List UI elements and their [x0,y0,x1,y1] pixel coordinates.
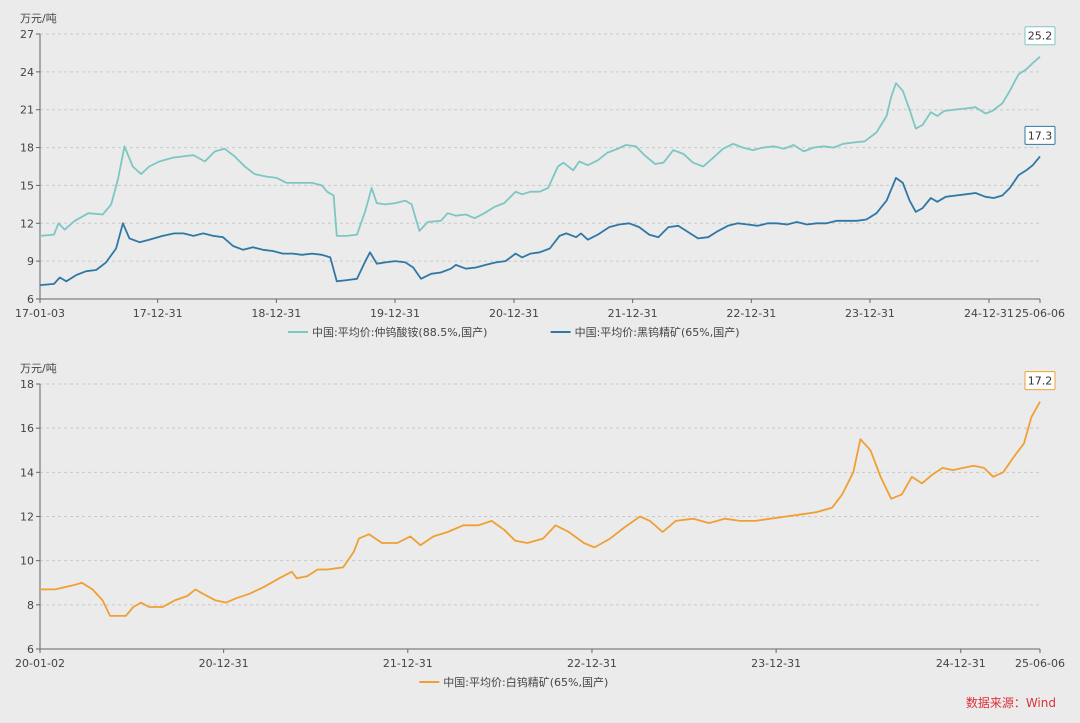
y-tick-label: 12 [20,217,34,230]
y-tick-label: 18 [20,378,34,391]
legend-label-1: 中国:平均价:白钨精矿(65%,国产) [443,675,608,689]
legend: 中国:平均价:白钨精矿(65%,国产) [419,675,608,689]
legend: 中国:平均价:仲钨酸铵(88.5%,国产) 中国:平均价:黑钨精矿(65%,国产) [288,325,740,339]
series-line-1 [39,56,1041,237]
x-tick-label: 22-12-31 [567,657,617,670]
x-tick-label: 17-01-03 [15,307,65,320]
y-axis-unit: 万元/吨 [20,12,57,25]
x-tick-label: 23-12-31 [751,657,801,670]
x-tick-label: 21-12-31 [383,657,433,670]
end-value-box [1024,371,1056,391]
series-line-1 [40,401,1041,617]
y-tick-label: 18 [20,142,34,155]
legend-label-2: 中国:平均价:黑钨精矿(65%,国产) [575,325,740,339]
x-tick-label: 20-12-31 [489,307,539,320]
y-tick-label: 8 [27,599,34,612]
series-line-2 [39,155,1041,286]
y-tick-label: 10 [20,555,34,568]
y-tick-label: 14 [20,466,34,479]
x-tick-label: 21-12-31 [608,307,658,320]
y-tick-label: 27 [20,28,34,41]
data-source-note: 数据来源：Wind [965,696,1056,710]
end-value-box [1024,26,1056,46]
x-tick-label: 19-12-31 [370,307,420,320]
end-value-label: 25.2 [1028,30,1053,43]
x-tick-label: 20-01-02 [15,657,65,670]
x-tick-label: 20-12-31 [199,657,249,670]
y-tick-label: 24 [20,66,34,79]
y-tick-label: 6 [27,293,34,306]
x-tick-label: 18-12-31 [251,307,301,320]
y-tick-label: 16 [20,422,34,435]
y-axis-unit: 万元/吨 [20,362,57,375]
y-tick-label: 12 [20,511,34,524]
end-value-label: 17.3 [1028,129,1053,142]
x-tick-label: 24-12-31 [964,307,1014,320]
y-tick-label: 9 [27,255,34,268]
y-tick-label: 15 [20,179,34,192]
x-tick-label: 17-12-31 [133,307,183,320]
x-tick-label: 23-12-31 [845,307,895,320]
chart-2: 万元/吨 6 8 10 12 14 16 18 20-01-02 20-12-31 21-12-31… [15,362,1065,689]
x-tick-label: 25-06-06 [1015,657,1065,670]
y-tick-label: 21 [20,104,34,117]
chart-1: 万元/吨 6 9 12 15 18 21 24 27 17-01-03 17-12-31 18-12-… [15,12,1065,339]
end-value-box [1024,125,1056,145]
x-tick-label: 24-12-31 [936,657,986,670]
x-tick-label: 22-12-31 [726,307,776,320]
x-tick-label: 25-06-06 [1015,307,1065,320]
end-value-label: 17.2 [1028,375,1053,388]
legend-label-1: 中国:平均价:仲钨酸铵(88.5%,国产) [312,325,487,339]
y-tick-label: 6 [27,643,34,656]
